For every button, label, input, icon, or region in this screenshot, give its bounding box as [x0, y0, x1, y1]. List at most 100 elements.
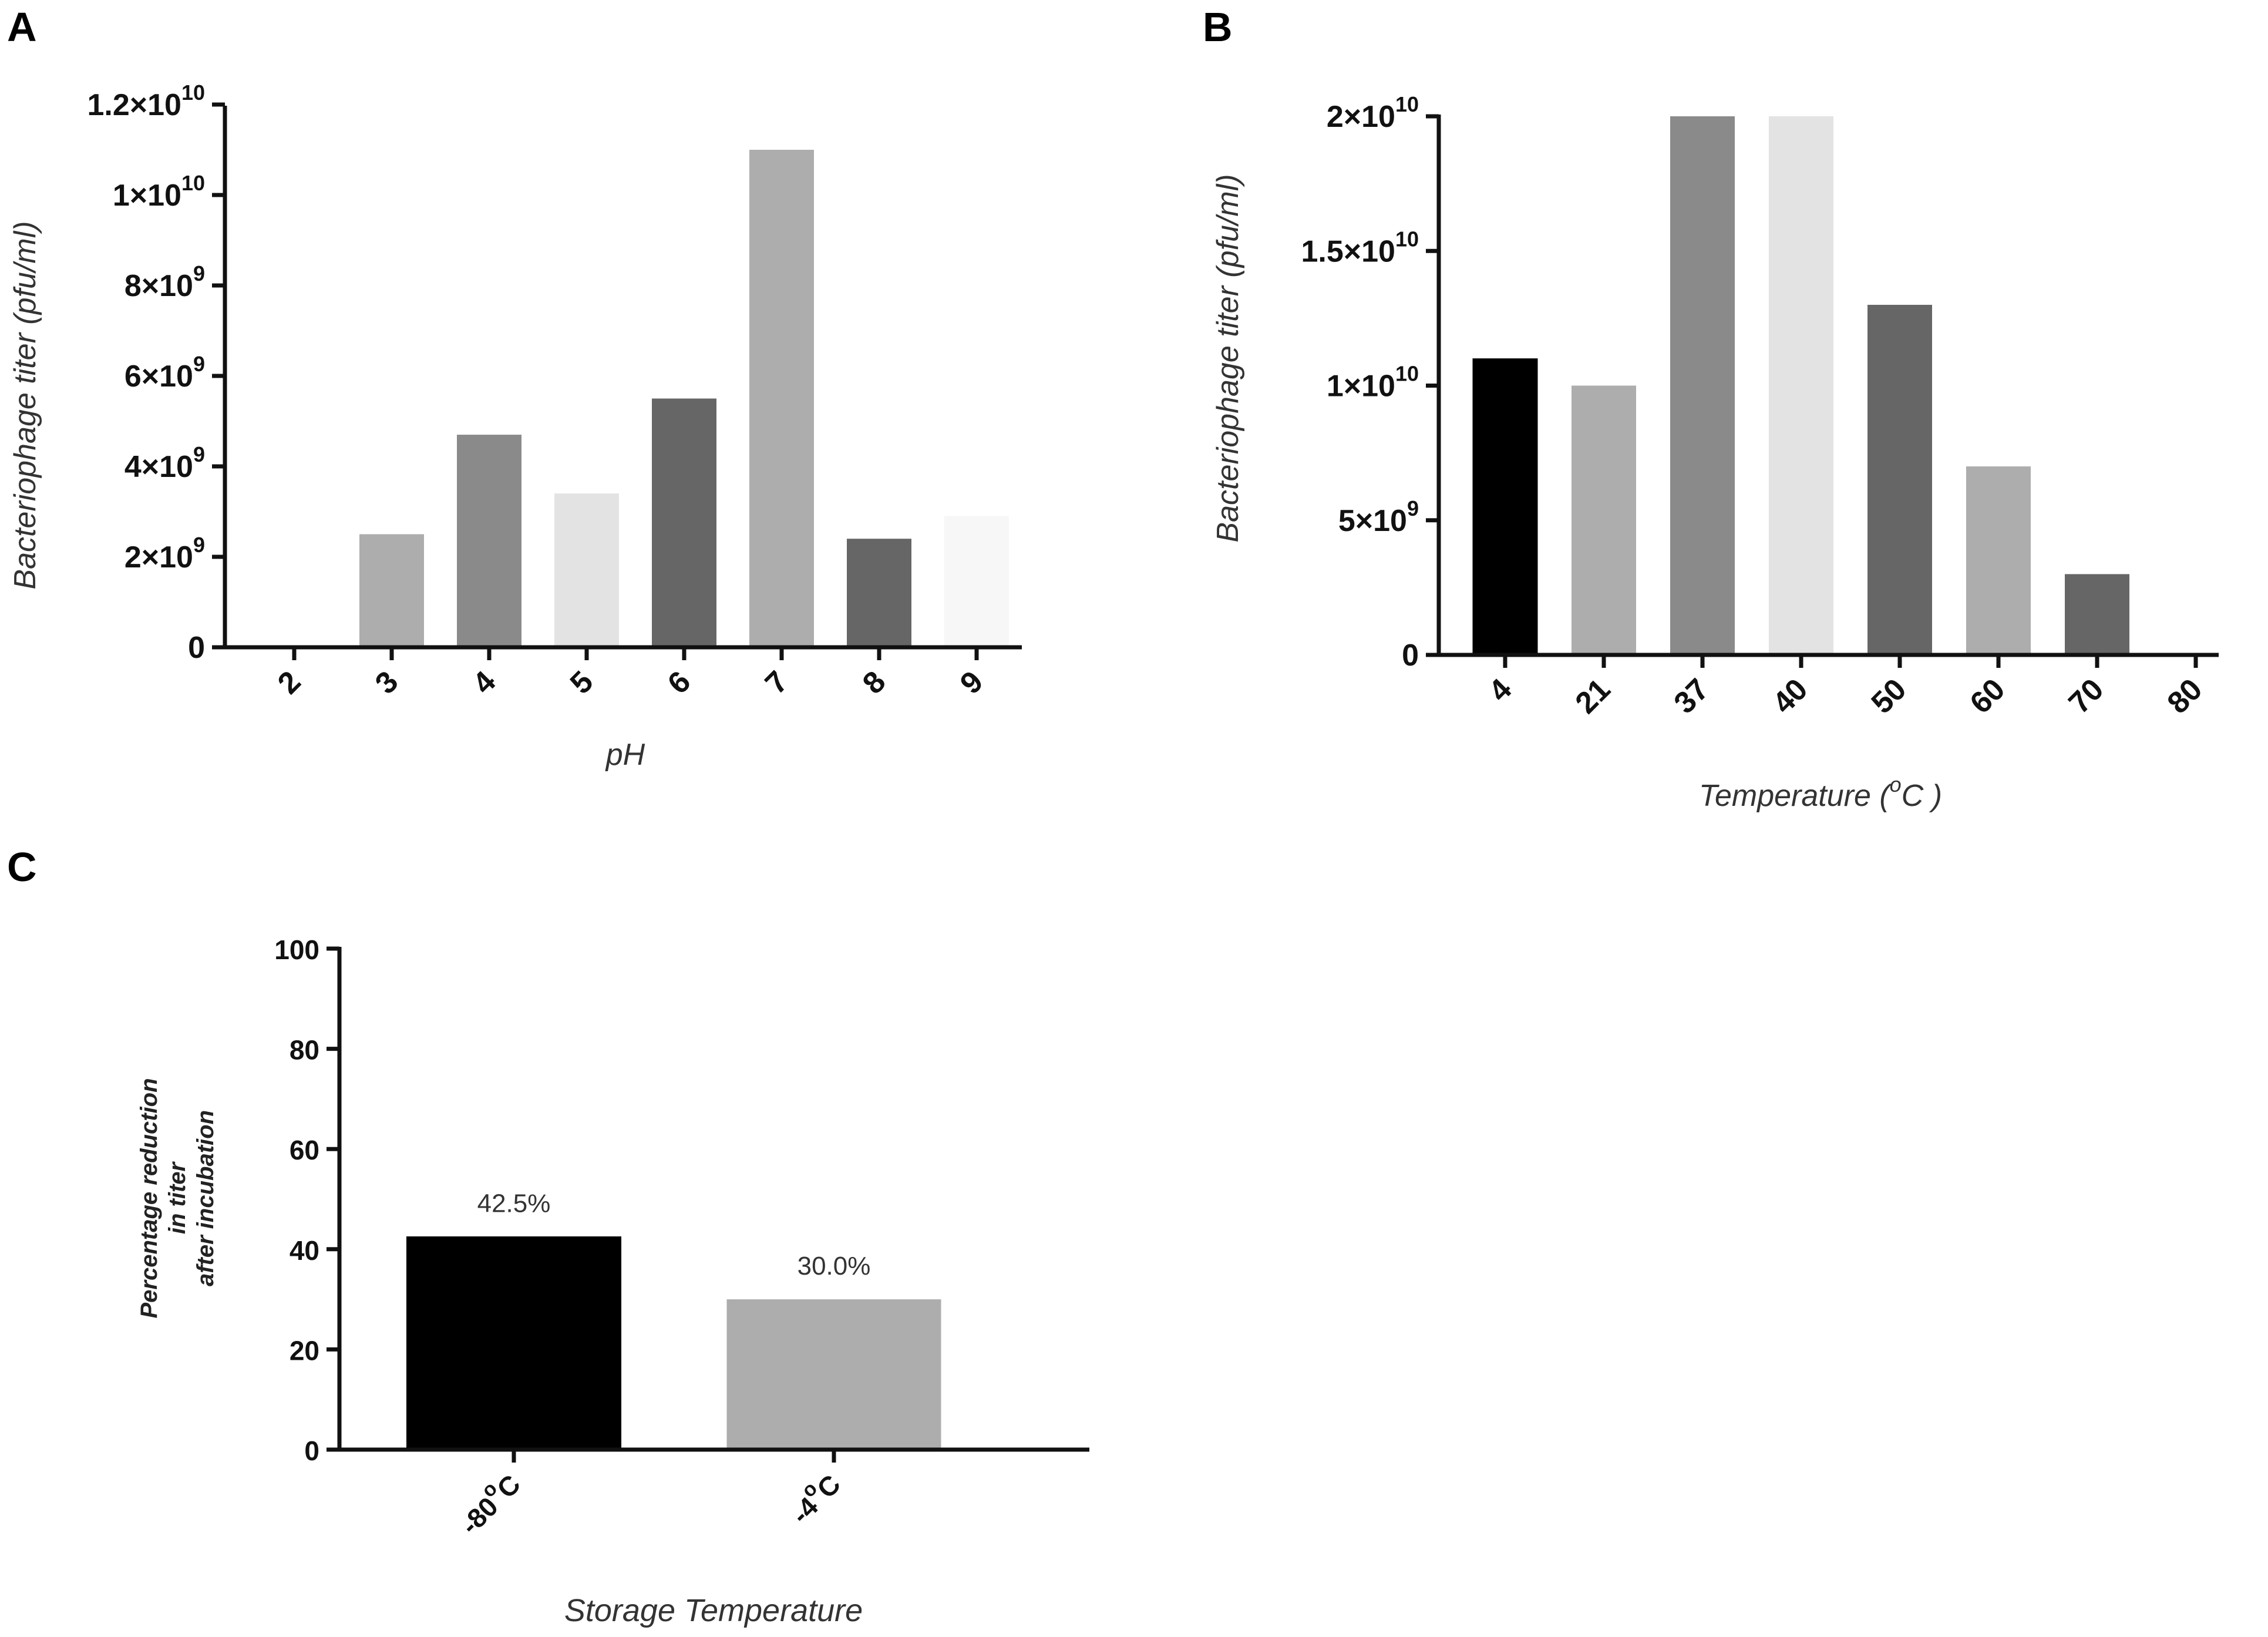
x-tick-main: -4 [785, 1491, 824, 1530]
y-tick-mantissa: 6×10 [124, 359, 193, 394]
y-tick-mantissa: 2×10 [124, 540, 193, 574]
panel-a-x-axis-label: pH [605, 738, 645, 772]
a-x-tick-label: 9 [954, 664, 990, 700]
panel-c-x-ticks: -80oC -4oC [450, 1450, 846, 1540]
panel-c-y-ticks: 0 20 40 60 80 100 [274, 935, 339, 1466]
b-bar-6 [1966, 466, 2031, 655]
panel-b-x-axis-label: Temperature (oC ) [1699, 772, 1942, 813]
panel-b-x-ticks: 4 21 37 40 50 60 70 80 [1482, 655, 2209, 720]
a-x-tick-label: 4 [466, 664, 503, 701]
c-y-tick-label: 20 [290, 1335, 319, 1366]
x-tick-main: -80 [455, 1491, 504, 1540]
b-x-tick-label: 60 [1964, 672, 2012, 720]
c-y-tick-label: 60 [290, 1135, 319, 1165]
b-x-tick-label: 4 [1482, 672, 1519, 708]
b-y-tick-label: 2×1010 [1327, 92, 1419, 134]
b-x-tick-label: 70 [2062, 672, 2111, 720]
panel-c-y-axis-label-line-1: Percentage reduction [136, 1078, 162, 1318]
b-bar-3 [1670, 116, 1735, 655]
panel-c: C 0 20 40 60 80 100 42.5% 30.0% -80oC -4oC Perc… [7, 844, 1089, 1628]
b-x-tick-label: 37 [1668, 672, 1716, 720]
panel-c-y-axis-label-line-2: in titer [164, 1161, 190, 1234]
b-y-tick-label: 5×109 [1338, 496, 1419, 538]
y-tick-mantissa: 8×10 [124, 269, 193, 303]
c-bar-2 [726, 1299, 941, 1450]
b-bar-5 [1867, 304, 1932, 655]
panel-c-axes [337, 947, 1089, 1452]
panel-b-x-axis-label-main: Temperature ( [1699, 779, 1892, 813]
y-tick-exponent: 9 [1407, 496, 1419, 520]
b-bar-4 [1769, 116, 1833, 655]
y-tick-exponent: 9 [193, 533, 205, 557]
panel-b-x-axis-label-sup: o [1890, 772, 1902, 796]
y-tick-exponent: 9 [193, 261, 205, 285]
a-y-tick-label: 0 [188, 631, 205, 665]
a-y-tick-label: 6×109 [124, 352, 205, 394]
panel-b-y-axis-label: Bacteriophage titer (pfu/ml) [1211, 174, 1245, 542]
c-y-tick-label: 40 [290, 1235, 319, 1266]
panel-c-y-axis-label: Percentage reduction in titer after incu… [136, 1078, 218, 1318]
c-y-tick-label: 80 [290, 1035, 319, 1065]
panel-a-bars [359, 150, 1009, 647]
y-tick-mantissa: 1.2×10 [87, 88, 181, 122]
a-x-tick-label: 6 [661, 664, 697, 700]
y-tick-mantissa: 2×10 [1327, 100, 1395, 134]
panel-letter-b: B [1203, 4, 1233, 50]
b-bar-1 [1472, 358, 1538, 656]
b-x-tick-label: 80 [2161, 672, 2209, 720]
b-x-tick-label: 21 [1569, 672, 1617, 720]
panel-b-bars [1472, 116, 2129, 656]
y-tick-mantissa: 1.5×10 [1301, 234, 1395, 268]
y-tick-mantissa: 1×10 [1327, 369, 1395, 404]
a-bar-5 [652, 398, 716, 647]
a-bar-6 [749, 150, 814, 647]
y-tick-exponent: 10 [181, 171, 205, 195]
panel-c-x-axis-label: Storage Temperature [564, 1593, 863, 1628]
a-y-tick-label: 1.2×1010 [87, 80, 205, 122]
y-tick-mantissa: 5×10 [1338, 504, 1407, 538]
panel-a-y-axis-label: Bacteriophage titer (pfu/ml) [8, 221, 42, 589]
b-bar-2 [1572, 385, 1636, 655]
panel-letter-a: A [7, 4, 37, 50]
a-x-tick-label: 8 [856, 664, 892, 700]
panel-a-x-ticks: 2 3 4 5 6 7 8 9 [271, 647, 990, 701]
panel-c-y-axis-label-line-3: after incubation [193, 1110, 218, 1286]
panel-b-axes [1436, 115, 2219, 657]
panel-b-x-axis-label-end: C ) [1902, 779, 1942, 813]
y-tick-exponent: 10 [181, 80, 205, 105]
a-x-tick-label: 2 [271, 664, 307, 700]
b-x-tick-label: 40 [1766, 672, 1815, 720]
c-data-label-2: 30.0% [797, 1252, 871, 1280]
a-x-tick-label: 3 [369, 664, 405, 700]
a-x-tick-label: 7 [759, 664, 795, 700]
y-tick-exponent: 10 [1395, 227, 1419, 251]
b-bar-7 [2065, 574, 2129, 655]
c-x-tick-label: -4oC [780, 1464, 846, 1530]
y-tick-exponent: 10 [1395, 362, 1419, 386]
a-bar-7 [847, 539, 911, 647]
a-y-tick-label: 4×109 [124, 442, 205, 484]
panel-a-axes [223, 106, 1022, 650]
x-tick-end: C [811, 1468, 846, 1504]
b-y-tick-label: 1.5×1010 [1301, 227, 1419, 268]
panel-c-bars: 42.5% 30.0% [406, 1189, 941, 1450]
c-bar-1 [406, 1236, 621, 1450]
y-tick-mantissa: 4×10 [124, 450, 193, 484]
y-tick-exponent: 9 [193, 442, 205, 466]
c-x-tick-label: -80oC [450, 1464, 526, 1540]
b-y-tick-label: 0 [1402, 638, 1419, 673]
x-tick-end: C [491, 1468, 526, 1504]
a-y-tick-label: 2×109 [124, 533, 205, 574]
a-y-tick-label: 1×1010 [113, 171, 205, 213]
a-bar-4 [554, 493, 619, 647]
b-y-tick-label: 1×1010 [1327, 362, 1419, 404]
c-y-tick-label: 0 [304, 1436, 319, 1466]
y-tick-mantissa: 1×10 [113, 179, 181, 213]
c-y-tick-label: 100 [274, 935, 319, 965]
b-x-tick-label: 50 [1865, 672, 1913, 720]
a-x-tick-label: 5 [564, 664, 600, 700]
